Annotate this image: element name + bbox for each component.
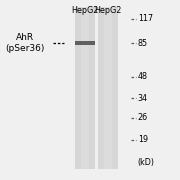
- Bar: [81, 7, 89, 169]
- Text: AhR
(pSer36): AhR (pSer36): [5, 33, 45, 53]
- Text: 85: 85: [138, 39, 148, 48]
- Text: 48: 48: [138, 72, 148, 81]
- Text: HepG2: HepG2: [94, 6, 122, 15]
- Text: 34: 34: [138, 94, 148, 103]
- Text: (kD): (kD): [138, 158, 155, 167]
- Text: 19: 19: [138, 135, 148, 144]
- Bar: [98, 7, 118, 169]
- Text: 117: 117: [138, 14, 153, 23]
- Bar: [75, 7, 95, 169]
- Text: HepG2: HepG2: [71, 6, 98, 15]
- Bar: [104, 7, 112, 169]
- Text: 26: 26: [138, 113, 148, 122]
- Bar: [75, 41, 95, 45]
